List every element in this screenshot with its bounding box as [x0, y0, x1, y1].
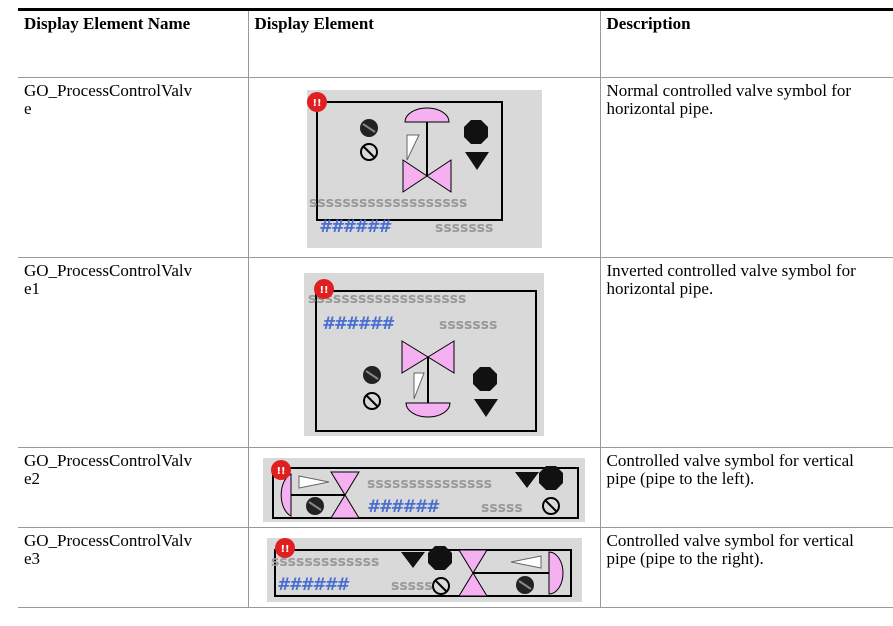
image-cell: sssssssssssss ###### sssss !!	[247, 527, 600, 608]
valve-symbol: sssssssssssss ###### sssss !!	[266, 538, 582, 602]
description-cell: Controlled valve symbol for vertical pip…	[599, 527, 893, 608]
symbol-text: sssss	[391, 578, 433, 594]
description-cell: Controlled valve symbol for vertical pip…	[599, 447, 893, 528]
symbol-text: sssss	[481, 500, 523, 516]
symbol-text: ######	[277, 575, 350, 595]
image-cell: sssssssssssssssssss ###### sssssss !!	[247, 257, 600, 448]
symbol-text: sssssssssssssssssss	[308, 291, 466, 307]
description-cell: Normal controlled valve symbol for horiz…	[599, 77, 893, 258]
name-cell: GO_ProcessControlValve1	[18, 257, 248, 448]
row: GO_ProcessControlValve1 ssssssssssssssss…	[18, 257, 893, 448]
valve-symbol: sssssssssssssssssss ###### sssssss !!	[306, 90, 542, 248]
symbol-text: sssssssssssss	[271, 554, 379, 570]
row: GO_ProcessControlValve sssssssssssssssss…	[18, 77, 893, 258]
alarm-text: !!	[280, 544, 289, 555]
image-cell: sssssssssssssss ###### sssss !!	[247, 447, 600, 528]
alarm-text: !!	[319, 285, 328, 296]
symbol-text: ######	[322, 314, 395, 334]
symbol-text: sssssssssssssss	[367, 476, 492, 492]
element-table: Display Element Name Display Element Des…	[18, 8, 893, 608]
symbol-text: ######	[319, 217, 392, 237]
image-cell: sssssssssssssssssss ###### sssssss !!	[247, 77, 600, 258]
header-row: Display Element Name Display Element Des…	[18, 8, 893, 78]
description-cell: Inverted controlled valve symbol for hor…	[599, 257, 893, 448]
symbol-text: sssssss	[439, 317, 497, 333]
element-name: GO_ProcessControlValve3	[24, 531, 193, 568]
alarm-text: !!	[312, 98, 321, 109]
row: GO_ProcessControlValve3 sssssssssssss ##…	[18, 527, 893, 608]
element-name: GO_ProcessControlValve2	[24, 451, 193, 488]
name-cell: GO_ProcessControlValve3	[18, 527, 248, 608]
name-cell: GO_ProcessControlValve2	[18, 447, 248, 528]
header-cell: Display Element Name	[18, 8, 248, 78]
alarm-text: !!	[276, 466, 285, 477]
symbol-text: sssssss	[435, 220, 493, 236]
header-cell: Description	[599, 8, 893, 78]
header-cell: Display Element	[247, 8, 600, 78]
valve-symbol: sssssssssssssssssss ###### sssssss !!	[304, 273, 544, 436]
element-name: GO_ProcessControlValve1	[24, 261, 193, 298]
symbol-text: sssssssssssssssssss	[309, 195, 467, 211]
symbol-text: ######	[367, 497, 440, 517]
name-cell: GO_ProcessControlValve	[18, 77, 248, 258]
valve-symbol: sssssssssssssss ###### sssss !!	[263, 458, 585, 522]
row: GO_ProcessControlValve2 sssssssssssssss …	[18, 447, 893, 528]
element-name: GO_ProcessControlValve	[24, 81, 193, 118]
